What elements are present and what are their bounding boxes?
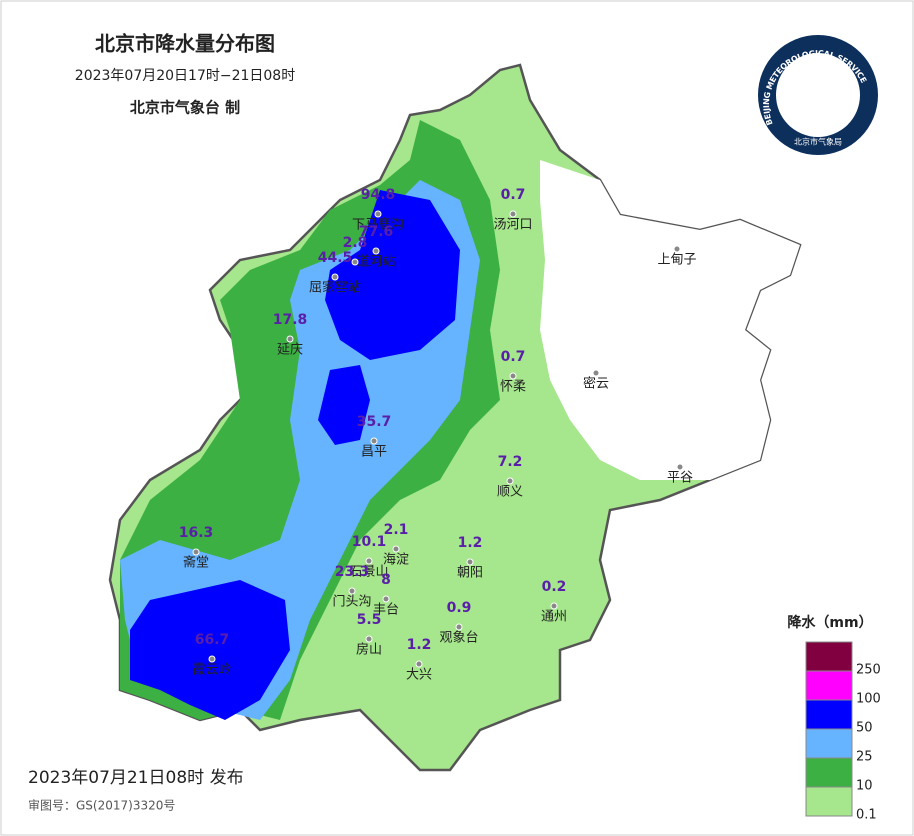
station-name: 朝阳 bbox=[457, 566, 483, 581]
station-dot bbox=[374, 210, 382, 218]
station-name: 密云 bbox=[583, 376, 609, 392]
station-name: 通州 bbox=[541, 610, 567, 625]
legend-label: 50 bbox=[856, 721, 873, 736]
station-dot bbox=[673, 245, 681, 253]
station-dot bbox=[592, 369, 600, 377]
station-dot bbox=[372, 247, 380, 255]
logo-name: 北京市气象局 bbox=[794, 137, 842, 147]
station-name: 下马鹿沟 bbox=[352, 217, 404, 233]
agency: 北京市气象台 制 bbox=[130, 99, 240, 117]
station-name: 平谷 bbox=[667, 471, 693, 486]
legend-swatch bbox=[805, 641, 853, 672]
station-value: 16.3 bbox=[179, 525, 214, 541]
station-value: 66.7 bbox=[195, 632, 230, 648]
legend-label: 100 bbox=[856, 692, 881, 707]
region-50 bbox=[130, 580, 290, 720]
station-dot bbox=[208, 655, 216, 663]
issued: 2023年07月21日08时 发布 bbox=[28, 768, 244, 788]
station-name: 门头沟 bbox=[332, 595, 371, 610]
station-value: 0.2 bbox=[542, 579, 567, 595]
station-value: 35.7 bbox=[357, 414, 392, 430]
station-dot bbox=[286, 335, 294, 343]
station-value: 0.7 bbox=[501, 349, 526, 365]
station-dot bbox=[550, 602, 558, 610]
station-dot bbox=[331, 273, 339, 281]
station-name: 石景山 bbox=[349, 565, 388, 580]
legend-swatch bbox=[805, 699, 853, 730]
region-50 bbox=[325, 190, 460, 360]
title: 北京市降水量分布图 bbox=[95, 32, 275, 56]
station-name: 房山 bbox=[356, 642, 382, 658]
region-none bbox=[540, 160, 800, 480]
station-value: 0.9 bbox=[447, 600, 472, 616]
station-dot bbox=[509, 210, 517, 218]
station-value: 77.6 bbox=[359, 224, 394, 240]
station-dot bbox=[415, 660, 423, 668]
station-name: 道河站 bbox=[356, 255, 395, 270]
region-50 bbox=[318, 365, 370, 445]
station-name: 屈家窑站 bbox=[309, 280, 361, 296]
station-dot bbox=[382, 595, 390, 603]
station-name: 斋堂 bbox=[183, 555, 209, 571]
station-dot bbox=[455, 623, 463, 631]
station-dot bbox=[365, 557, 373, 565]
station-value: 2.1 bbox=[384, 522, 409, 538]
station-dot bbox=[466, 558, 474, 566]
legend-label: 10 bbox=[856, 779, 873, 794]
legend-swatch bbox=[805, 728, 853, 759]
legend-label: 25 bbox=[856, 750, 873, 765]
station-dot bbox=[192, 548, 200, 556]
station-value: 8 bbox=[381, 572, 391, 588]
legend-label: 0.1 bbox=[856, 808, 877, 823]
station-value: 23.3 bbox=[335, 564, 370, 580]
station-name: 怀柔 bbox=[500, 380, 526, 395]
station-name: 昌平 bbox=[361, 445, 387, 460]
station-value: 5.5 bbox=[357, 612, 382, 628]
station-value: 2.8 bbox=[343, 235, 368, 251]
station-dot bbox=[509, 372, 517, 380]
approval: 审图号：GS(2017)3320号 bbox=[28, 798, 175, 813]
station-value: 44.5 bbox=[318, 250, 353, 266]
station-name: 丰台 bbox=[373, 603, 399, 618]
station-value: 1.2 bbox=[407, 637, 432, 653]
station-name: 观象台 bbox=[439, 631, 478, 646]
station-dot bbox=[676, 463, 684, 471]
station-dot bbox=[392, 545, 400, 553]
station-value: 10.1 bbox=[352, 534, 387, 550]
station-name: 霞云岭 bbox=[192, 663, 231, 678]
legend-swatch bbox=[805, 670, 853, 701]
station-value: 1.2 bbox=[458, 535, 483, 551]
station-name: 上甸子 bbox=[657, 253, 696, 268]
station-dot bbox=[348, 587, 356, 595]
station-name: 海淀 bbox=[383, 553, 409, 568]
station-dot bbox=[351, 258, 359, 266]
station-value: 17.8 bbox=[273, 312, 308, 328]
station-name: 大兴 bbox=[406, 668, 432, 683]
logo-inner bbox=[776, 53, 860, 137]
legend-swatch bbox=[805, 757, 853, 788]
station-dot bbox=[506, 477, 514, 485]
station-name: 汤河口 bbox=[493, 218, 532, 233]
station-value: 0.7 bbox=[501, 187, 526, 203]
station-dot bbox=[365, 635, 373, 643]
legend-swatch bbox=[805, 786, 853, 817]
legend-title: 降水（mm） bbox=[787, 614, 872, 631]
station-dot bbox=[370, 437, 378, 445]
station-name: 顺义 bbox=[497, 485, 523, 500]
station-value: 7.2 bbox=[498, 454, 523, 470]
legend-label: 250 bbox=[856, 663, 881, 678]
station-value: 94.8 bbox=[361, 187, 396, 203]
station-name: 延庆 bbox=[277, 343, 303, 358]
period: 2023年07月20日17时−21日08时 bbox=[75, 68, 295, 84]
